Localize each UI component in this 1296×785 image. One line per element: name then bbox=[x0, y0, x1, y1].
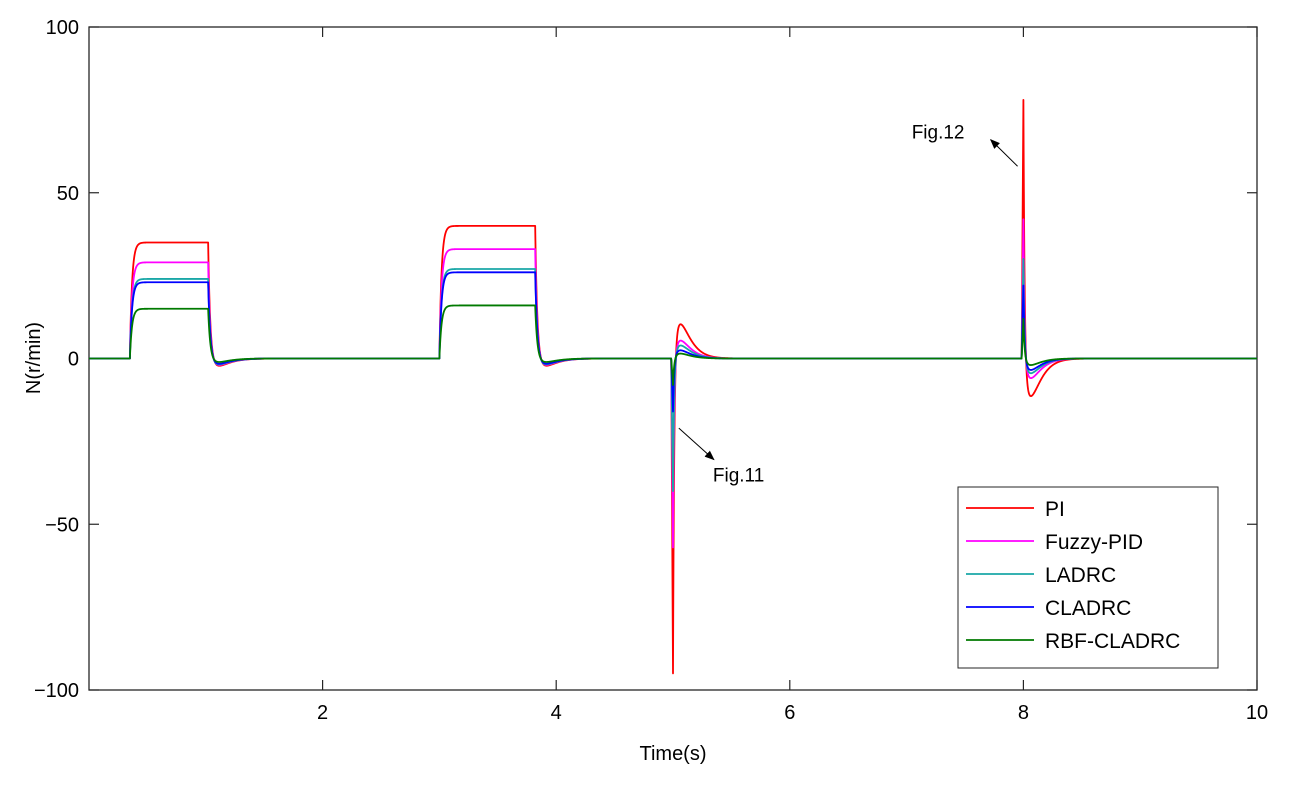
series-layer bbox=[88, 99, 1258, 675]
y-tick-label: 50 bbox=[57, 183, 79, 205]
y-tick-label: 100 bbox=[46, 17, 79, 39]
x-tick-label: 2 bbox=[317, 702, 328, 724]
legend-label-fuzzy-pid: Fuzzy-PID bbox=[1045, 531, 1143, 554]
annotation-layer: Fig.11 Fig.12 bbox=[678, 123, 1018, 487]
x-tick-label: 10 bbox=[1246, 702, 1268, 724]
y-tick-label: −100 bbox=[34, 680, 79, 702]
legend-label-pi: PI bbox=[1045, 498, 1065, 521]
x-tick-label: 8 bbox=[1018, 702, 1029, 724]
legend-box bbox=[957, 486, 1219, 669]
x-tick-label: 4 bbox=[551, 702, 562, 724]
y-tick-label: 0 bbox=[68, 349, 79, 371]
y-axis-label: N(r/min) bbox=[23, 322, 45, 394]
y-tick-label: −50 bbox=[45, 514, 79, 536]
annotation-fig11: Fig.11 bbox=[713, 466, 764, 487]
annotation-arrow bbox=[989, 139, 1018, 167]
legend-label-cladrc: CLADRC bbox=[1045, 597, 1131, 620]
series-line-rbf-cladrc bbox=[88, 304, 1258, 386]
legend: PI Fuzzy-PID LADRC CLADRC RBF-CLADRC bbox=[957, 486, 1219, 669]
annotation-arrow bbox=[678, 427, 715, 461]
axis-ticks: 2 4 6 8 10 −100 −50 0 50 100 bbox=[34, 17, 1268, 724]
legend-label-ladrc: LADRC bbox=[1045, 564, 1116, 587]
legend-label-rbf-cladrc: RBF-CLADRC bbox=[1045, 630, 1180, 653]
x-axis-label: Time(s) bbox=[639, 743, 706, 765]
annotation-fig12: Fig.12 bbox=[912, 123, 965, 144]
x-tick-label: 6 bbox=[784, 702, 795, 724]
